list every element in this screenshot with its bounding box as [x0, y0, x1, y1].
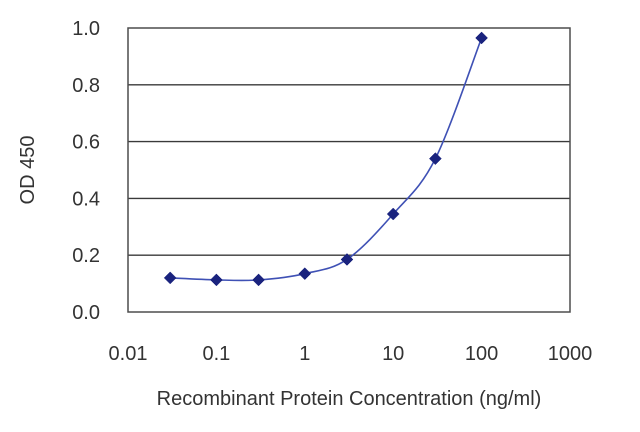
data-point — [429, 152, 442, 165]
data-point — [340, 253, 354, 266]
data-point — [298, 267, 312, 281]
data-point — [163, 271, 177, 285]
x-tick-label: 10 — [382, 343, 404, 365]
grid — [128, 84, 570, 256]
y-tick-label: 0.4 — [72, 188, 100, 210]
x-tick-label: 0.1 — [202, 343, 230, 365]
y-axis-ticks: 0.0 0.2 0.4 0.6 0.8 1.0 — [72, 18, 100, 324]
y-tick-label: 0.2 — [72, 245, 100, 267]
data-point — [386, 207, 400, 221]
data-point — [210, 273, 223, 287]
y-tick-label: 0.0 — [72, 302, 100, 324]
y-tick-label: 0.6 — [72, 132, 100, 154]
x-tick-label: 100 — [465, 343, 498, 365]
y-axis-title: OD 450 — [17, 136, 39, 205]
x-tick-label: 1000 — [548, 343, 593, 365]
x-axis-ticks: 0.01 0.1 1 10 100 1000 — [109, 343, 593, 365]
x-axis-title: Recombinant Protein Concentration (ng/ml… — [157, 388, 542, 410]
plot-area-frame — [127, 27, 571, 313]
y-tick-label: 1.0 — [72, 18, 100, 40]
data-point — [475, 31, 488, 45]
series-layer — [163, 31, 488, 287]
x-tick-label: 0.01 — [109, 343, 148, 365]
data-point — [252, 273, 265, 287]
y-tick-label: 0.8 — [72, 75, 100, 97]
x-tick-label: 1 — [299, 343, 310, 365]
